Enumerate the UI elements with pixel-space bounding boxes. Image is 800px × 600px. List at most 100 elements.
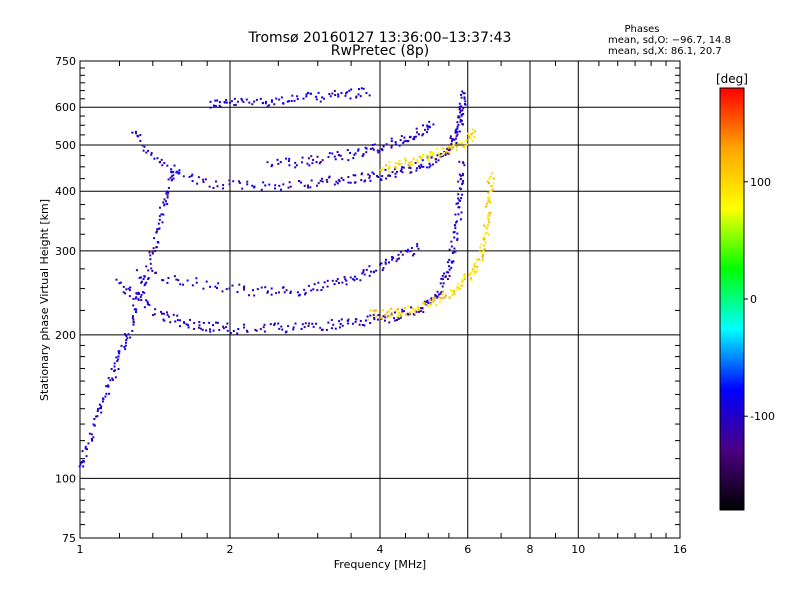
data-point bbox=[162, 201, 165, 204]
data-point bbox=[237, 328, 240, 331]
data-point bbox=[365, 268, 368, 271]
data-point bbox=[471, 140, 474, 143]
data-point bbox=[485, 231, 488, 234]
data-point bbox=[453, 292, 456, 295]
data-point bbox=[394, 175, 397, 178]
data-point bbox=[214, 105, 217, 108]
data-point bbox=[282, 183, 285, 186]
data-point bbox=[336, 182, 339, 185]
data-point bbox=[243, 288, 246, 291]
data-point bbox=[484, 226, 487, 229]
data-point bbox=[380, 262, 383, 265]
data-point bbox=[408, 312, 411, 315]
data-point bbox=[376, 318, 379, 321]
data-point bbox=[388, 170, 391, 173]
data-point bbox=[334, 327, 337, 330]
data-point bbox=[435, 296, 438, 299]
data-point bbox=[454, 213, 457, 216]
data-point bbox=[487, 217, 490, 220]
data-point bbox=[461, 142, 464, 145]
data-point bbox=[333, 283, 336, 286]
data-point bbox=[326, 180, 329, 183]
data-point bbox=[436, 290, 439, 293]
data-point bbox=[388, 261, 391, 264]
data-point bbox=[426, 124, 429, 127]
data-point bbox=[471, 132, 474, 135]
data-point bbox=[351, 322, 354, 325]
data-point bbox=[372, 313, 375, 316]
data-point bbox=[397, 253, 400, 256]
data-point bbox=[448, 265, 451, 268]
data-point bbox=[390, 307, 393, 310]
data-point bbox=[412, 157, 415, 160]
data-point bbox=[448, 151, 451, 154]
data-point bbox=[381, 309, 384, 312]
data-point bbox=[312, 288, 315, 291]
data-point bbox=[463, 164, 466, 167]
data-point bbox=[490, 189, 493, 192]
data-point bbox=[213, 104, 216, 107]
data-point bbox=[488, 199, 491, 202]
data-point bbox=[167, 186, 170, 189]
data-point bbox=[116, 360, 119, 363]
data-point bbox=[275, 97, 278, 100]
data-point bbox=[221, 290, 224, 293]
data-point bbox=[238, 180, 241, 183]
data-point bbox=[476, 269, 479, 272]
data-point bbox=[374, 308, 377, 311]
data-point bbox=[106, 385, 109, 388]
data-point bbox=[423, 300, 426, 303]
data-point bbox=[387, 316, 390, 319]
data-point bbox=[134, 311, 137, 314]
data-point bbox=[238, 181, 241, 184]
data-point bbox=[292, 326, 295, 329]
data-point bbox=[476, 265, 479, 268]
data-point bbox=[453, 236, 456, 239]
data-point bbox=[320, 177, 323, 180]
data-point bbox=[313, 283, 316, 286]
data-point bbox=[288, 181, 291, 184]
data-point bbox=[84, 445, 87, 448]
data-point bbox=[151, 252, 154, 255]
data-point bbox=[344, 278, 347, 281]
data-point bbox=[462, 284, 465, 287]
data-point bbox=[457, 197, 460, 200]
data-point bbox=[188, 318, 191, 321]
data-point bbox=[390, 144, 393, 147]
data-point bbox=[432, 152, 435, 155]
data-point bbox=[401, 166, 404, 169]
data-point bbox=[389, 314, 392, 317]
data-point bbox=[289, 185, 292, 188]
data-point bbox=[122, 285, 125, 288]
data-point bbox=[483, 224, 486, 227]
data-point bbox=[319, 100, 322, 103]
data-point bbox=[461, 90, 464, 93]
data-point bbox=[293, 99, 296, 102]
data-point bbox=[401, 308, 404, 311]
data-point bbox=[450, 240, 453, 243]
data-point bbox=[460, 280, 463, 283]
data-point bbox=[287, 100, 290, 103]
data-point bbox=[219, 105, 222, 108]
data-point bbox=[413, 252, 416, 255]
data-point bbox=[491, 188, 494, 191]
data-point bbox=[139, 295, 142, 298]
data-point bbox=[126, 337, 129, 340]
data-point bbox=[331, 92, 334, 95]
data-point bbox=[188, 175, 191, 178]
data-point bbox=[252, 289, 255, 292]
data-point bbox=[447, 271, 450, 274]
data-point bbox=[399, 139, 402, 142]
data-point bbox=[233, 104, 236, 107]
data-point bbox=[209, 106, 212, 109]
data-point bbox=[418, 310, 421, 313]
data-point bbox=[451, 145, 454, 148]
data-point bbox=[418, 155, 421, 158]
data-point bbox=[422, 302, 425, 305]
data-point bbox=[452, 138, 455, 141]
data-point bbox=[202, 180, 205, 183]
data-point bbox=[487, 224, 490, 227]
data-point bbox=[212, 186, 215, 189]
data-point bbox=[470, 133, 473, 136]
data-point bbox=[354, 320, 357, 323]
